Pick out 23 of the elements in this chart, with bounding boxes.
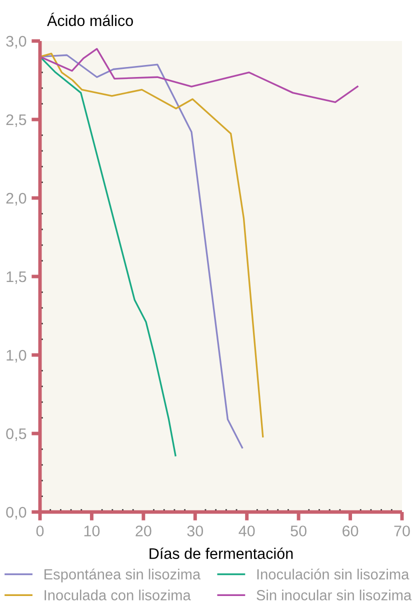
y-tick-label: 0,5	[6, 428, 26, 441]
x-tick-label: 40	[238, 526, 255, 536]
y-tick-label: 0,0	[6, 506, 26, 520]
line-series	[40, 48, 358, 104]
x-tick-label: 60	[342, 526, 358, 536]
x-tick-label: 0	[36, 526, 44, 536]
legend-label: Inoculada con lisozima	[44, 590, 191, 600]
y-tick-label: 1,0	[6, 350, 26, 362]
y-tick-label: 3,0	[6, 36, 26, 48]
y-tick-label: 1,5	[6, 272, 26, 284]
x-tick-label: 50	[290, 526, 306, 536]
x-tick-label: 30	[187, 526, 204, 536]
x-tick-label: 10	[84, 526, 100, 536]
x-axis-title: Días de fermentación	[150, 548, 293, 559]
y-tick-label: 2,5	[6, 114, 26, 127]
y-axis-title: Ácido málico	[47, 12, 133, 26]
legend-label: Espontánea sin lisozima	[44, 568, 201, 582]
x-tick-label: 70	[394, 526, 410, 536]
y-tick-label: 2,0	[6, 192, 26, 206]
legend-label: Inoculación sin lisozima	[257, 568, 410, 580]
x-tick-label: 20	[136, 526, 152, 536]
line-series	[40, 56, 176, 456]
legend-label: Sin inocular sin lisozima	[256, 590, 412, 600]
